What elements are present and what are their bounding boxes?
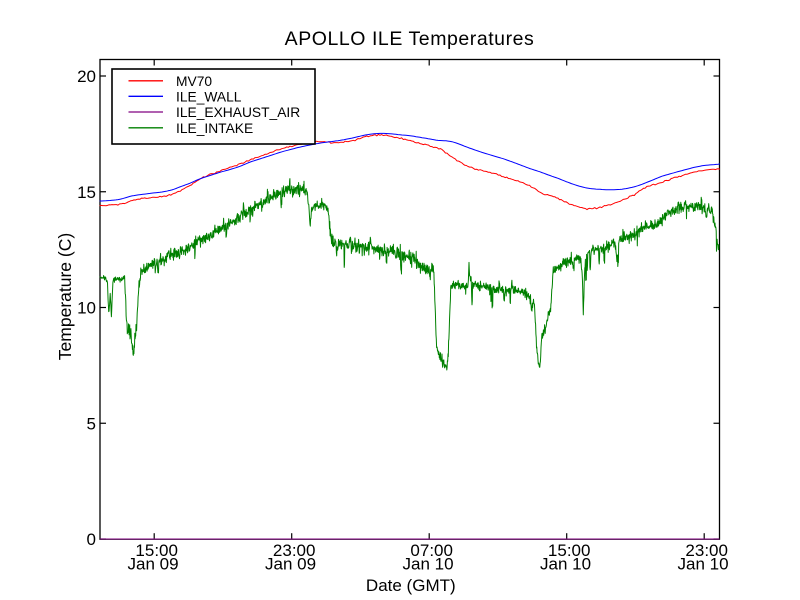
svg-text:Jan 10: Jan 10	[403, 554, 454, 573]
svg-text:ILE_WALL: ILE_WALL	[176, 89, 242, 104]
svg-text:MV70: MV70	[176, 74, 212, 89]
svg-text:ILE_INTAKE: ILE_INTAKE	[176, 121, 253, 136]
svg-text:Jan 10: Jan 10	[540, 554, 591, 573]
svg-text:10: 10	[77, 299, 96, 318]
svg-text:Jan 09: Jan 09	[265, 554, 316, 573]
svg-text:0: 0	[87, 530, 96, 549]
svg-text:15: 15	[77, 183, 96, 202]
svg-text:APOLLO ILE Temperatures: APOLLO ILE Temperatures	[285, 28, 535, 50]
svg-text:Date (GMT): Date (GMT)	[366, 576, 456, 595]
svg-text:ILE_EXHAUST_AIR: ILE_EXHAUST_AIR	[176, 105, 300, 120]
svg-text:15:00: 15:00	[548, 541, 591, 560]
svg-text:15:00: 15:00	[135, 541, 178, 560]
svg-text:5: 5	[87, 414, 96, 433]
svg-text:23:00: 23:00	[273, 541, 316, 560]
svg-text:Jan 10: Jan 10	[678, 554, 729, 573]
svg-text:Jan 09: Jan 09	[128, 554, 179, 573]
svg-text:Temperature (C): Temperature (C)	[55, 233, 75, 360]
svg-text:20: 20	[77, 67, 96, 86]
svg-text:07:00: 07:00	[410, 541, 453, 560]
svg-text:23:00: 23:00	[685, 541, 728, 560]
